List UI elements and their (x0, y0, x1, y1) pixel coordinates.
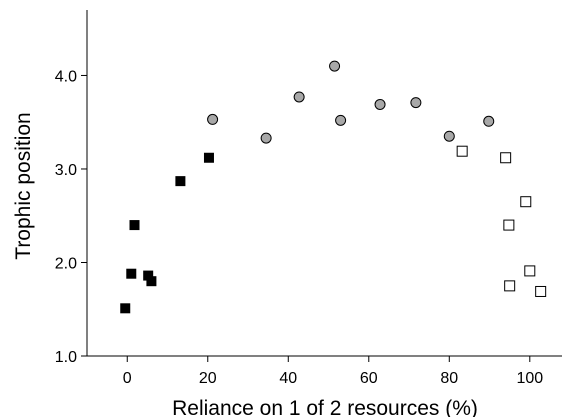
y-axis-title: Trophic position (12, 112, 35, 259)
x-tick-label: 100 (516, 370, 543, 387)
x-tick-label: 60 (360, 370, 378, 387)
filled-square-point (203, 152, 214, 163)
x-tick-label: 0 (123, 370, 132, 387)
axes: 0 20 40 60 80 100 1.0 2.0 3.0 4.0 (55, 10, 562, 387)
open-square-point (500, 152, 512, 164)
gray-circle-point (329, 60, 341, 72)
open-square-point (456, 145, 468, 157)
gray-circle-point (374, 98, 386, 110)
x-axis-title: Reliance on 1 of 2 resources (%) (172, 397, 478, 417)
gray-circle-point (293, 91, 305, 103)
gray-circle-point (260, 132, 272, 144)
filled-square-point (143, 270, 154, 281)
x-tick-label: 80 (440, 370, 458, 387)
y-tick-label: 4.0 (55, 68, 77, 85)
open-square-point (535, 285, 547, 297)
filled-square-point (129, 220, 140, 231)
gray-circle-point (207, 113, 219, 125)
filled-square-point (175, 176, 186, 187)
open-square-point (504, 280, 516, 292)
x-tick-label: 40 (279, 370, 297, 387)
open-square-point (524, 265, 536, 277)
gray-circle-point (483, 115, 495, 127)
filled-square-point (120, 303, 131, 314)
y-tick-label: 1.0 (55, 349, 77, 366)
x-tick-label: 20 (199, 370, 217, 387)
gray-circle-point (335, 114, 347, 126)
gray-circle-point (443, 130, 455, 142)
y-tick-label: 3.0 (55, 162, 77, 179)
open-square-point (503, 219, 515, 231)
filled-square-point (146, 276, 157, 287)
gray-circle-point (410, 97, 422, 109)
data-points (120, 60, 547, 314)
y-tick-label: 2.0 (55, 255, 77, 272)
open-square-point (520, 196, 532, 208)
filled-square-point (126, 268, 137, 279)
